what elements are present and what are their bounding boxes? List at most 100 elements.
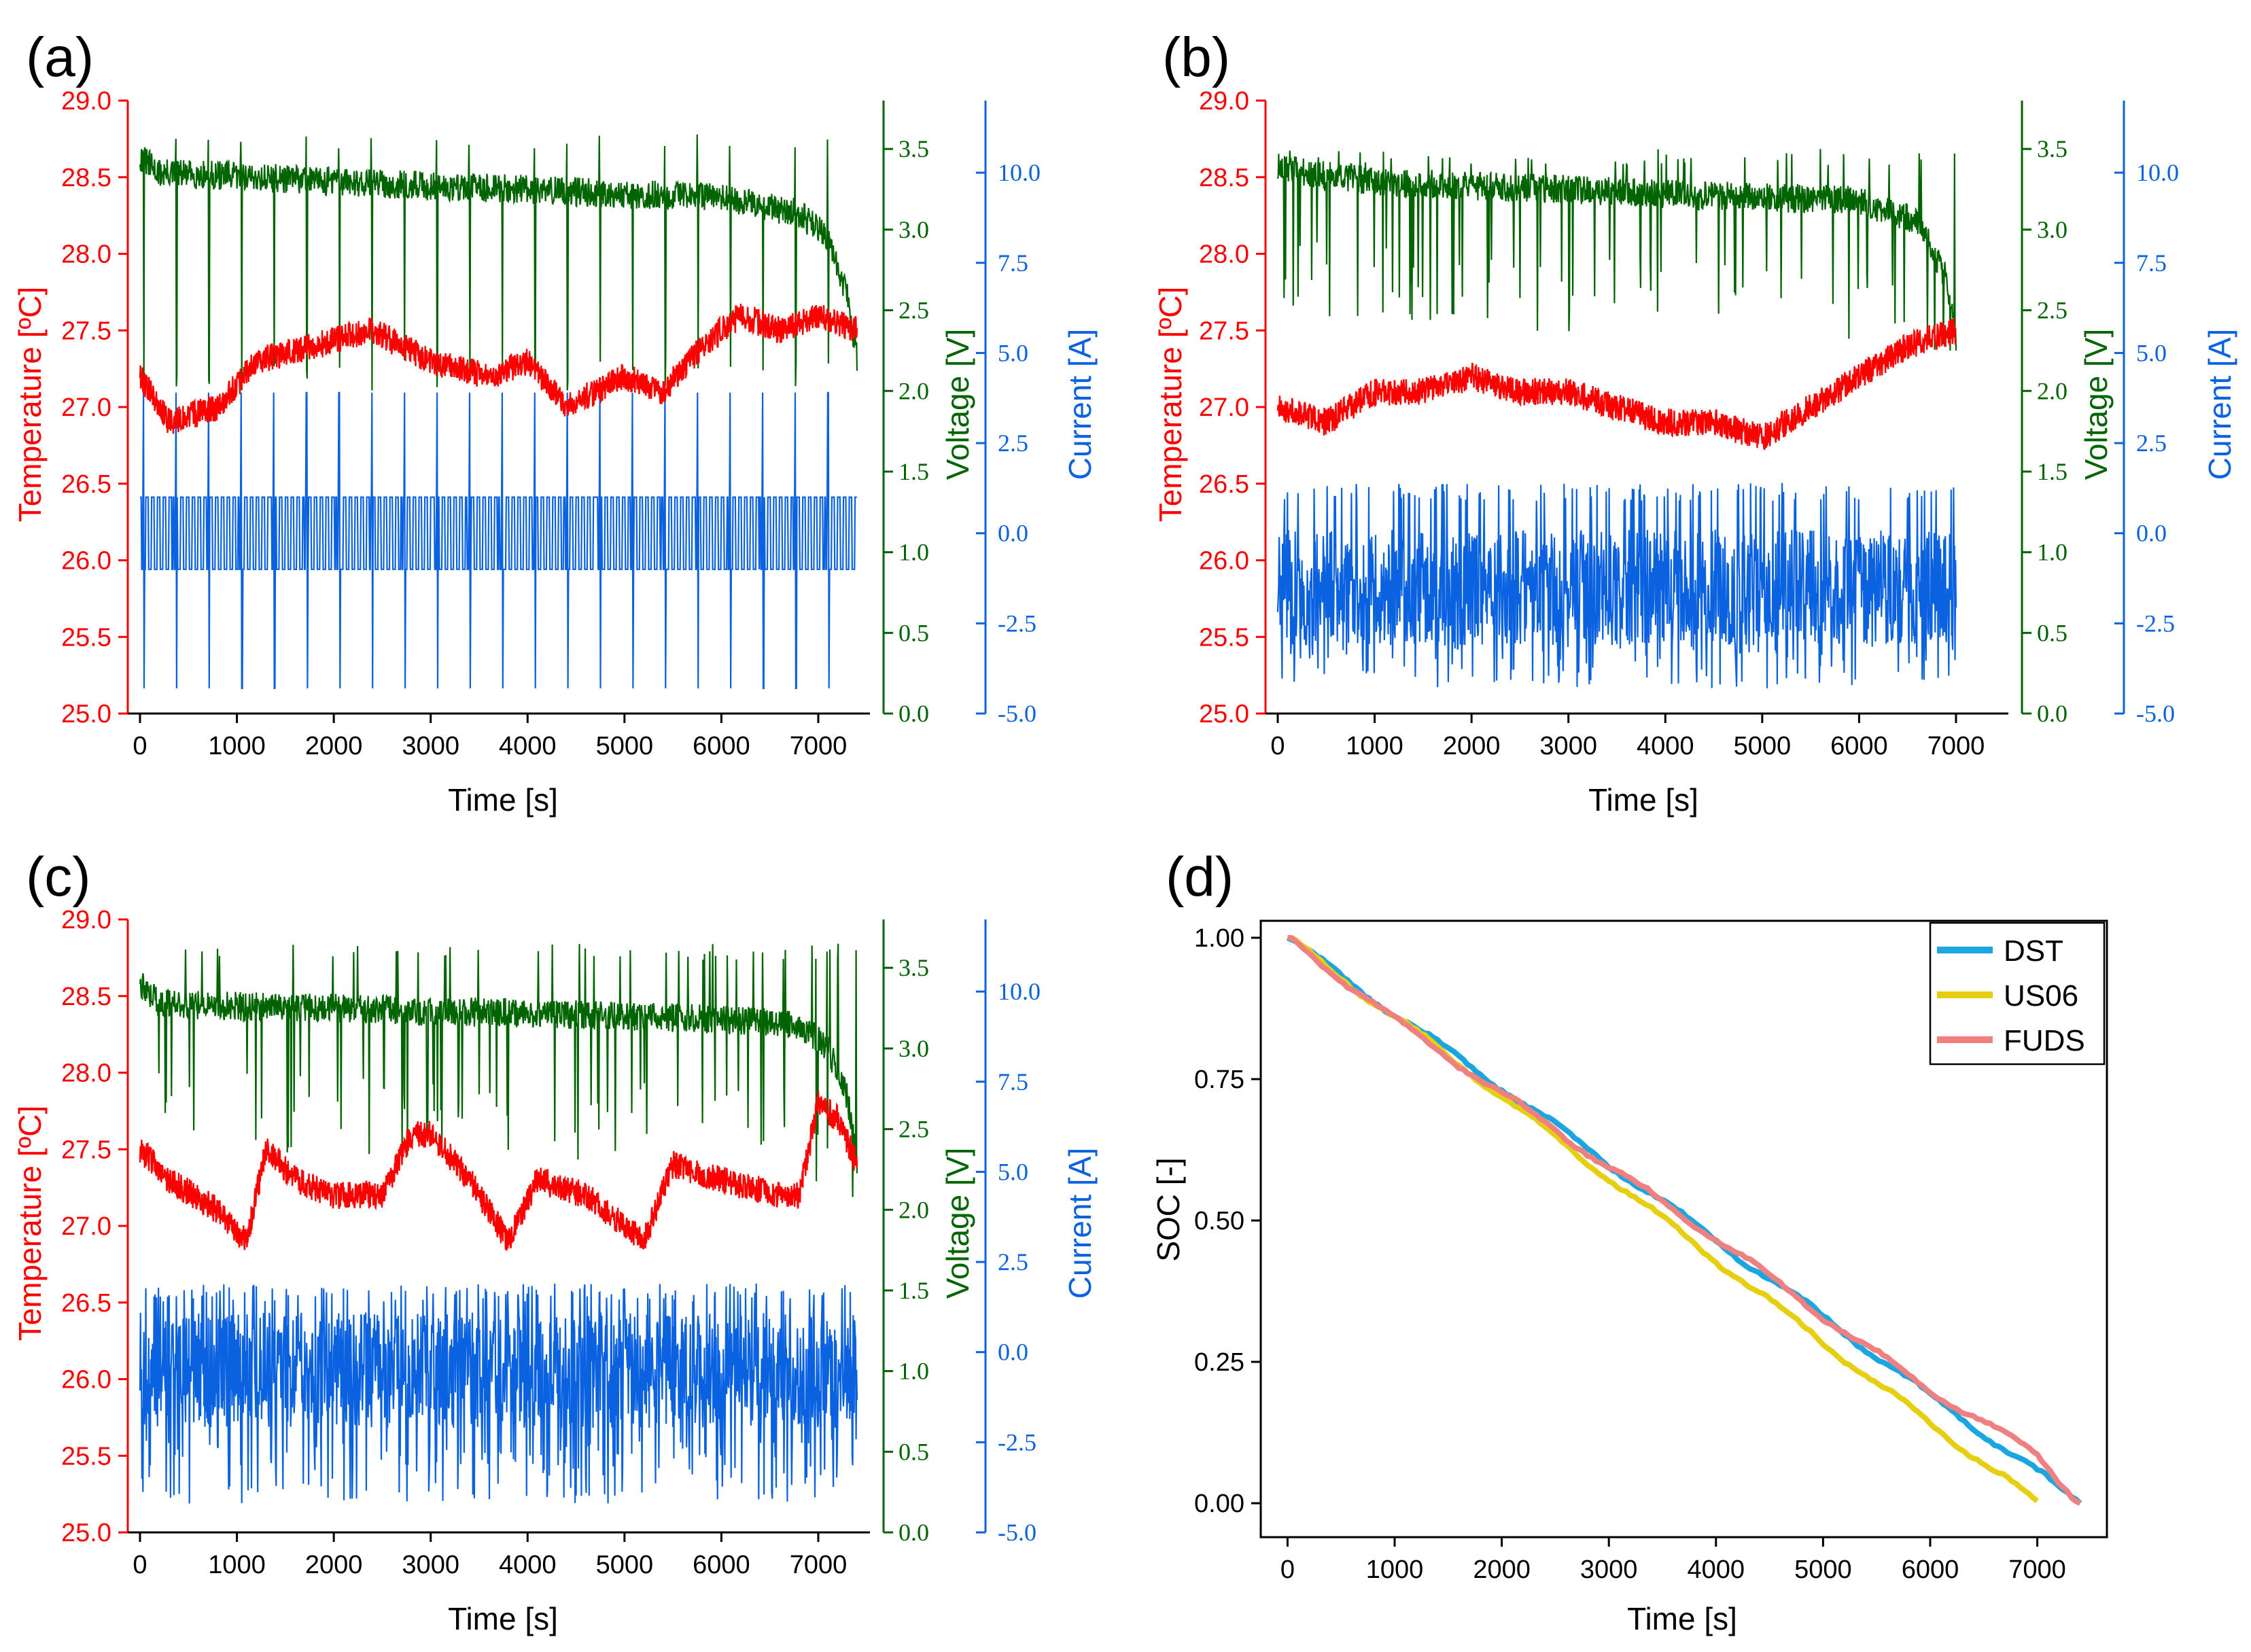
current-tick-label: -5.0 xyxy=(998,700,1036,727)
temperature-tick-label: 29.0 xyxy=(61,906,111,934)
plot-frame xyxy=(1259,919,2108,1539)
time-tick-label: 1000 xyxy=(1346,732,1403,760)
panel-c-voltage-axis-title: Voltage [V] xyxy=(940,1148,975,1299)
voltage-tick-label: 0.0 xyxy=(2037,700,2067,727)
panel-a-current-axis-title: Current [A] xyxy=(1062,329,1098,480)
temperature-tick-label: 28.0 xyxy=(1199,241,1249,269)
current-tick-label: 7.5 xyxy=(998,249,1028,277)
panel-a-temperature-axis-title: Temperature [ºC] xyxy=(12,287,48,523)
current-tick-label: -2.5 xyxy=(998,610,1036,637)
time-tick-label: 5000 xyxy=(596,732,654,760)
panel-a: (a) Time [s] Temperature [ºC] Voltage [V… xyxy=(12,27,1098,818)
current-series-line xyxy=(140,391,857,689)
voltage-tick-label: 3.5 xyxy=(2037,135,2067,162)
x-tick-label: 3000 xyxy=(1580,1556,1638,1584)
panel-b-current-axis-title: Current [A] xyxy=(2202,329,2237,480)
temperature-tick-label: 26.5 xyxy=(1199,470,1249,499)
current-tick-label: 5.0 xyxy=(2136,339,2167,366)
legend-label-fuds: FUDS xyxy=(2004,1024,2085,1057)
time-tick-label: 5000 xyxy=(596,1551,654,1579)
time-tick-label: 3000 xyxy=(402,732,459,760)
y-tick-label: 0.25 xyxy=(1194,1348,1244,1377)
temperature-tick-label: 26.0 xyxy=(61,547,111,576)
voltage-tick-label: 2.5 xyxy=(898,1116,929,1143)
temperature-tick-label: 27.0 xyxy=(61,1212,111,1241)
time-tick-label: 2000 xyxy=(1443,732,1501,760)
time-tick-label: 1000 xyxy=(208,732,266,760)
voltage-tick-label: 1.0 xyxy=(898,539,929,566)
temperature-tick-label: 25.0 xyxy=(1199,700,1249,728)
panel-c: (c) Time [s] Temperature [ºC] Voltage [V… xyxy=(12,846,1098,1636)
temperature-tick-label: 29.0 xyxy=(1199,87,1249,116)
voltage-tick-label: 3.5 xyxy=(898,954,929,981)
temperature-tick-label: 28.0 xyxy=(61,241,111,269)
temperature-tick-label: 27.5 xyxy=(1199,317,1249,345)
time-tick-label: 0 xyxy=(133,1551,147,1579)
time-tick-label: 7000 xyxy=(1927,732,1985,760)
x-tick-label: 6000 xyxy=(1902,1556,1959,1584)
panel-a-voltage-axis-title: Voltage [V] xyxy=(940,329,975,480)
panel-b: (b) Time [s] Temperature [ºC] Voltage [V… xyxy=(1153,27,2237,818)
current-series-line xyxy=(139,1283,858,1504)
current-tick-label: 0.0 xyxy=(2136,520,2167,547)
time-tick-label: 4000 xyxy=(1637,732,1694,760)
time-tick-label: 1000 xyxy=(208,1551,266,1579)
temperature-tick-label: 25.5 xyxy=(61,1442,111,1471)
current-tick-label: -2.5 xyxy=(998,1428,1036,1456)
panel-d-y-axis-title: SOC [-] xyxy=(1151,1157,1186,1261)
temperature-series-line xyxy=(139,1090,858,1251)
voltage-tick-label: 0.5 xyxy=(898,1438,929,1465)
y-tick-label: 0.00 xyxy=(1194,1490,1244,1518)
panel-d-plot: 0.00 0.25 0.50 0.75 1.00 0 1000 2000 3000 4000 500… xyxy=(1194,919,2108,1584)
temperature-tick-label: 28.0 xyxy=(61,1059,111,1088)
panel-b-plot: 25.0 25.5 26.0 26.5 27.0 27.5 28.0 28.5 29.0 0.0 0… xyxy=(1199,87,2179,760)
temperature-series-line xyxy=(139,304,858,434)
x-tick-label: 1000 xyxy=(1366,1556,1424,1584)
panel-d: (d) Time [s] SOC [-] xyxy=(1151,846,1737,1636)
temperature-tick-label: 26.0 xyxy=(1199,547,1249,576)
panel-b-label: (b) xyxy=(1162,27,1230,88)
voltage-series-line xyxy=(139,134,858,391)
x-tick-label: 2000 xyxy=(1473,1556,1531,1584)
time-tick-label: 5000 xyxy=(1734,732,1792,760)
y-tick-label: 0.75 xyxy=(1194,1066,1244,1094)
temperature-tick-label: 25.5 xyxy=(61,623,111,652)
legend-label-us06: US06 xyxy=(2004,979,2078,1013)
voltage-tick-label: 0.0 xyxy=(898,1519,929,1546)
time-tick-label: 0 xyxy=(1270,732,1285,760)
panel-d-x-axis-title: Time [s] xyxy=(1627,1601,1737,1636)
soc-series-fuds xyxy=(1287,935,2082,1506)
panel-c-plot: 25.0 25.5 26.0 26.5 27.0 27.5 28.0 28.5 29.0 0.0 0… xyxy=(61,906,1041,1579)
voltage-tick-label: 2.0 xyxy=(898,377,929,404)
legend: DST US06 FUDS xyxy=(1929,921,2106,1066)
voltage-tick-label: 2.5 xyxy=(898,297,929,324)
time-tick-label: 6000 xyxy=(693,1551,750,1579)
temperature-tick-label: 26.5 xyxy=(61,1289,111,1318)
time-tick-label: 7000 xyxy=(790,732,848,760)
current-tick-label: -5.0 xyxy=(998,1519,1036,1546)
current-tick-label: 5.0 xyxy=(998,339,1028,366)
panel-d-label: (d) xyxy=(1166,846,1234,908)
temperature-tick-label: 27.0 xyxy=(61,393,111,422)
time-tick-label: 2000 xyxy=(305,732,363,760)
time-tick-label: 6000 xyxy=(1830,732,1888,760)
panel-a-label: (a) xyxy=(26,27,94,88)
current-tick-label: 0.0 xyxy=(998,520,1028,547)
temperature-tick-label: 25.5 xyxy=(1199,623,1249,652)
legend-label-dst: DST xyxy=(2004,934,2063,968)
x-tick-label: 0 xyxy=(1280,1556,1295,1584)
panel-a-x-axis-title: Time [s] xyxy=(448,782,558,818)
time-tick-label: 0 xyxy=(133,732,147,760)
voltage-tick-label: 3.0 xyxy=(898,216,929,243)
voltage-tick-label: 1.0 xyxy=(898,1358,929,1385)
temperature-tick-label: 26.5 xyxy=(61,470,111,499)
voltage-tick-label: 0.0 xyxy=(898,700,929,727)
current-tick-label: 2.5 xyxy=(998,429,1028,457)
voltage-tick-label: 1.0 xyxy=(2037,539,2067,566)
panel-b-voltage-axis-title: Voltage [V] xyxy=(2078,329,2114,480)
voltage-tick-label: 1.5 xyxy=(898,1277,929,1304)
panel-a-plot: 25.0 25.5 26.0 26.5 27.0 27.5 28.0 28.5 29.0 0.0 0… xyxy=(61,87,1041,760)
panel-c-temperature-axis-title: Temperature [ºC] xyxy=(12,1106,48,1341)
time-tick-label: 6000 xyxy=(693,732,750,760)
y-tick-label: 1.00 xyxy=(1194,924,1244,953)
